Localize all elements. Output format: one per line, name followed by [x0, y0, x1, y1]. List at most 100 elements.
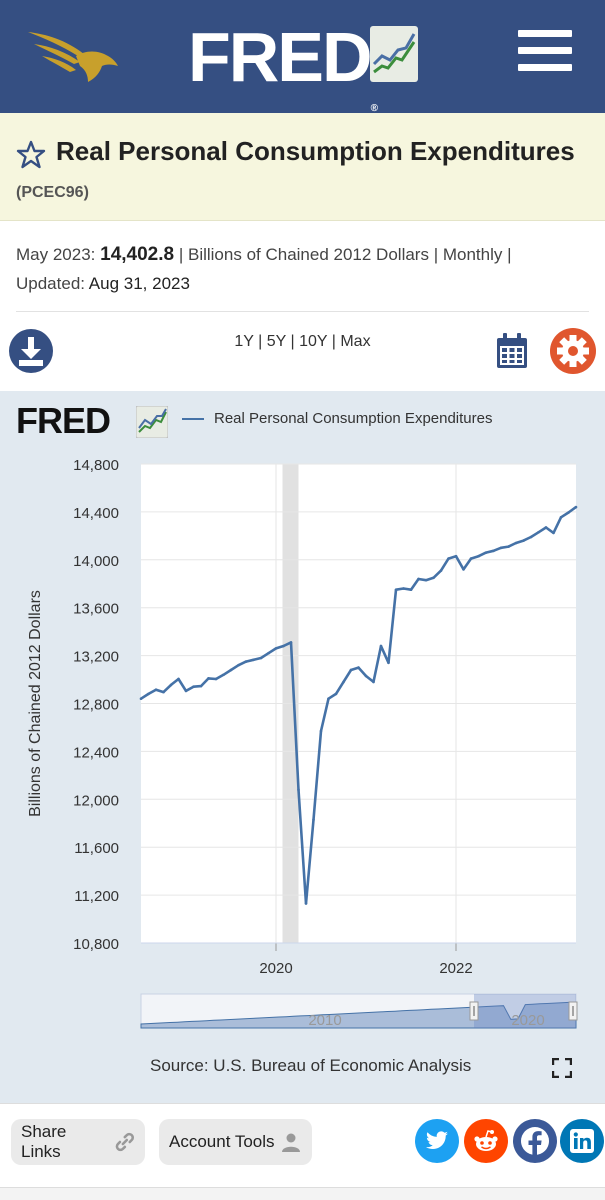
line-chart[interactable]: 10,800 11,200 11,600 12,000 12,400 12,800 13,2… — [0, 391, 605, 1103]
data-point — [499, 546, 503, 550]
updated-date: Aug 31, 2023 — [88, 274, 190, 293]
data-point — [357, 666, 360, 669]
calendar-icon[interactable] — [496, 333, 528, 369]
data-point — [237, 663, 240, 667]
chart-fred-badge-icon — [136, 406, 168, 438]
data-point — [207, 677, 210, 680]
chart-fred-logo: FRED — [16, 400, 111, 441]
data-point — [379, 644, 383, 648]
data-point — [192, 685, 195, 689]
navigator-label: 2020 — [511, 1012, 544, 1029]
data-point — [282, 644, 285, 648]
data-point — [559, 515, 563, 519]
data-point — [484, 551, 488, 554]
data-point — [402, 587, 405, 590]
data-point — [454, 554, 458, 558]
account-tools-button[interactable]: Account Tools — [159, 1119, 312, 1165]
data-point — [267, 651, 270, 655]
download-icon[interactable] — [8, 328, 54, 374]
share-links-label: Share Links — [21, 1122, 67, 1161]
reddit-share-icon[interactable] — [464, 1119, 508, 1163]
data-point — [477, 554, 480, 558]
data-point — [492, 549, 495, 553]
data-point — [567, 511, 570, 514]
data-point — [312, 818, 315, 821]
data-point — [297, 788, 300, 792]
data-point — [252, 658, 255, 662]
data-point — [372, 680, 375, 684]
navigator-series — [140, 1001, 577, 1029]
gear-icon[interactable] — [549, 327, 597, 375]
range-1y[interactable]: 1Y — [234, 333, 254, 350]
twitter-share-icon[interactable] — [415, 1119, 459, 1163]
fred-logo[interactable]: FRED® — [188, 22, 378, 114]
data-point — [469, 557, 473, 560]
linkedin-share-icon[interactable] — [560, 1119, 604, 1163]
data-point — [439, 569, 443, 572]
y-tick-label: 13,200 — [73, 649, 119, 666]
data-point — [522, 539, 525, 542]
y-tick-label: 12,800 — [73, 697, 119, 714]
facebook-share-icon[interactable] — [513, 1119, 557, 1163]
y-tick-label: 11,200 — [74, 888, 119, 905]
data-point — [432, 576, 435, 580]
data-point — [424, 578, 428, 582]
data-point — [154, 688, 158, 692]
data-point — [394, 588, 398, 592]
link-icon — [116, 1132, 135, 1152]
divider — [16, 311, 589, 312]
data-point — [544, 526, 548, 529]
account-tools-label: Account Tools — [169, 1132, 275, 1151]
series-id: (PCEC96) — [16, 184, 89, 201]
data-point — [342, 680, 345, 684]
y-tick-label: 11,600 — [74, 840, 119, 857]
data-point — [289, 641, 293, 644]
data-point — [229, 668, 233, 672]
eagle-logo-icon[interactable] — [26, 26, 120, 86]
range-10y[interactable]: 10Y — [299, 333, 328, 350]
chart-legend[interactable]: Real Personal Consumption Expenditures — [182, 410, 493, 427]
data-point — [417, 577, 420, 581]
hamburger-menu-icon[interactable] — [518, 30, 572, 78]
units-label: Billions of Chained 2012 Dollars — [187, 245, 429, 264]
data-point — [147, 692, 150, 696]
top-nav-bar: FRED ® — [0, 0, 605, 114]
data-point — [409, 588, 413, 592]
updated-label: Updated: — [16, 274, 85, 293]
date-range-selector: 1Y | 5Y | 10Y | Max — [234, 333, 371, 350]
y-tick-label: 14,000 — [73, 553, 119, 570]
data-point — [199, 684, 203, 688]
data-point — [139, 697, 143, 701]
x-tick-label: 2022 — [439, 960, 472, 977]
x-tick-label: 2020 — [259, 960, 292, 977]
navigator-label: 2010 — [308, 1012, 341, 1029]
data-point — [529, 535, 533, 539]
bottom-edge — [0, 1187, 605, 1200]
data-point — [304, 902, 308, 905]
data-point — [387, 661, 390, 665]
range-5y[interactable]: 5Y — [266, 333, 287, 350]
y-axis-title: Billions of Chained 2012 Dollars — [27, 590, 44, 817]
registered-mark: ® — [370, 103, 378, 114]
data-point — [349, 668, 353, 672]
data-point — [334, 692, 338, 696]
share-links-button[interactable]: Share Links — [11, 1119, 145, 1165]
data-point — [327, 697, 330, 701]
data-point — [447, 557, 450, 560]
chart-source: Source: U.S. Bureau of Economic Analysis — [150, 1056, 472, 1075]
y-tick-label: 14,800 — [73, 457, 119, 474]
observation-info: May 2023: 14,402.8 | Billions of Chained… — [16, 244, 512, 293]
data-point — [259, 656, 263, 660]
data-point — [214, 677, 218, 681]
data-point — [274, 647, 278, 650]
data-point — [552, 531, 555, 535]
data-point — [574, 505, 578, 509]
fullscreen-icon[interactable] — [552, 1058, 572, 1078]
data-point — [177, 677, 180, 681]
data-point — [537, 530, 540, 534]
data-point — [184, 689, 188, 693]
y-tick-label: 14,400 — [73, 505, 119, 522]
range-max[interactable]: Max — [340, 333, 371, 350]
star-favorite-icon[interactable] — [16, 140, 46, 170]
data-point — [462, 568, 465, 571]
